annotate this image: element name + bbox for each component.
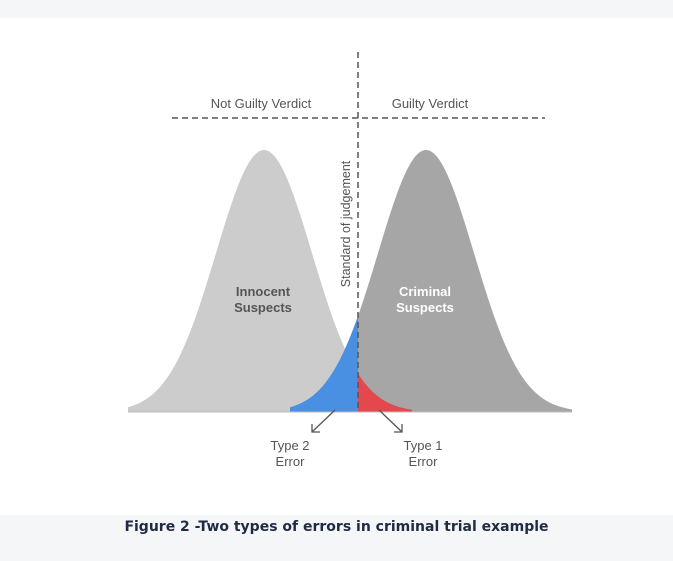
type1-error-region (358, 373, 412, 412)
type-errors-diagram: Not Guilty Verdict Guilty Verdict Standa… (128, 52, 572, 469)
type2-arrow-icon (311, 409, 336, 433)
type1-label-line1: Type 1 (403, 438, 442, 453)
type1-label-line2: Error (409, 454, 439, 469)
innocent-label-line2: Suspects (234, 300, 292, 315)
not-guilty-verdict-label: Not Guilty Verdict (211, 96, 312, 111)
type1-arrow-icon (378, 409, 403, 433)
guilty-verdict-label: Guilty Verdict (392, 96, 469, 111)
top-strip (0, 0, 673, 18)
type2-error-region (290, 315, 358, 412)
innocent-label-line1: Innocent (236, 284, 291, 299)
type2-label-line1: Type 2 (270, 438, 309, 453)
criminal-label-line1: Criminal (399, 284, 451, 299)
innocent-distribution-curve (128, 150, 400, 412)
standard-of-judgement-label: Standard of judgement (339, 160, 353, 287)
figure-panel: Not Guilty Verdict Guilty Verdict Standa… (0, 18, 673, 515)
criminal-distribution-curve (300, 150, 572, 412)
figure-caption: Figure 2 -Two types of errors in crimina… (124, 519, 549, 535)
criminal-label-line2: Suspects (396, 300, 454, 315)
type2-label-line2: Error (276, 454, 306, 469)
